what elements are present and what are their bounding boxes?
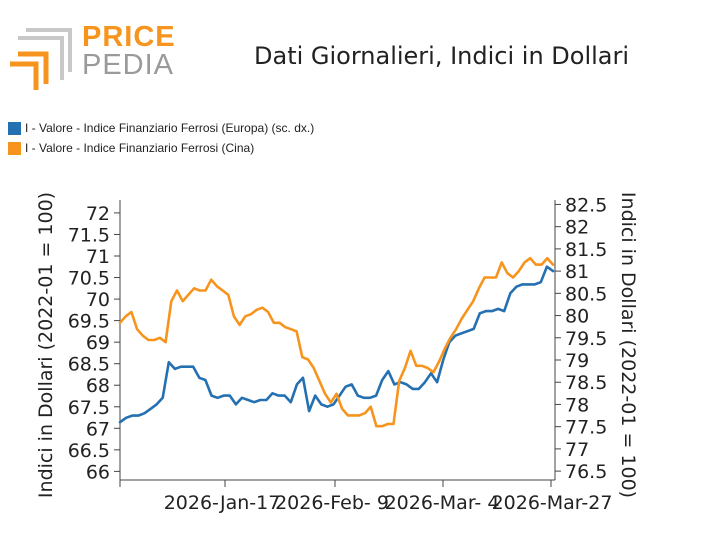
y-right-tick-label: 79.5	[565, 328, 607, 350]
series-line-cina	[118, 256, 555, 428]
y-right-tick-label: 79	[565, 350, 589, 372]
y-right-tick-label: 80	[565, 306, 589, 328]
legend-swatch-europa	[8, 121, 21, 135]
y-right-tick-label: 82.5	[565, 194, 607, 216]
y-left-tick-label: 72	[86, 203, 110, 225]
y-right-tick-label: 82	[565, 217, 589, 239]
y-right-tick-label: 78	[565, 394, 589, 416]
logo-mark-icon	[10, 28, 72, 90]
x-tick-label: 2026-Mar-27	[492, 492, 613, 514]
y-left-tick-label: 67.5	[68, 397, 110, 419]
y-left-tick-label: 69.5	[68, 311, 110, 333]
series-line-europa	[118, 265, 555, 424]
y-left-tick-label: 68	[86, 375, 110, 397]
chart-title: Dati Giornalieri, Indici in Dollari	[254, 42, 630, 70]
legend-label-europa: I - Valore - Indice Finanziario Ferrosi …	[25, 121, 315, 135]
y-left-tick-label: 66.5	[68, 440, 110, 462]
y-right-tick-label: 81	[565, 261, 589, 283]
x-tick-label: 2026-Jan-17	[164, 492, 281, 514]
logo-text-pedia: PEDIA	[82, 49, 175, 81]
y-left-tick-label: 68.5	[68, 354, 110, 376]
y-left-tick-label: 71	[86, 246, 110, 268]
y-right-tick-label: 81.5	[565, 239, 607, 261]
y-left-tick-label: 69	[86, 332, 110, 354]
legend-item-europa[interactable]: I - Valore - Indice Finanziario Ferrosi …	[8, 118, 314, 138]
y-axis-left-title: Indici in Dollari (2022-01 = 100)	[35, 192, 57, 498]
legend-swatch-cina	[8, 141, 21, 155]
legend-item-cina[interactable]: I - Valore - Indice Finanziario Ferrosi …	[8, 138, 314, 158]
x-tick-label: 2026-Feb- 9	[275, 492, 389, 514]
y-axis-right-title: Indici in Dollari (2022-01 = 100)	[617, 192, 639, 498]
logo-text-price: PRICE	[82, 21, 176, 53]
legend: I - Valore - Indice Finanziario Ferrosi …	[8, 118, 314, 158]
legend-label-cina: I - Valore - Indice Finanziario Ferrosi …	[25, 141, 255, 155]
y-left-tick-label: 70	[86, 289, 110, 311]
y-left-tick-label: 70.5	[68, 268, 110, 290]
y-right-tick-label: 77	[565, 439, 589, 461]
pricepedia-logo: PRICE PEDIA	[8, 22, 175, 92]
x-tick-label: 2026-Mar- 4	[385, 492, 500, 514]
y-left-tick-label: 67	[86, 418, 110, 440]
y-right-tick-label: 77.5	[565, 417, 607, 439]
y-left-tick-label: 71.5	[68, 224, 110, 246]
y-right-tick-label: 76.5	[565, 461, 607, 483]
y-right-tick-label: 78.5	[565, 372, 607, 394]
y-right-tick-label: 80.5	[565, 283, 607, 305]
y-left-tick-label: 66	[86, 461, 110, 483]
